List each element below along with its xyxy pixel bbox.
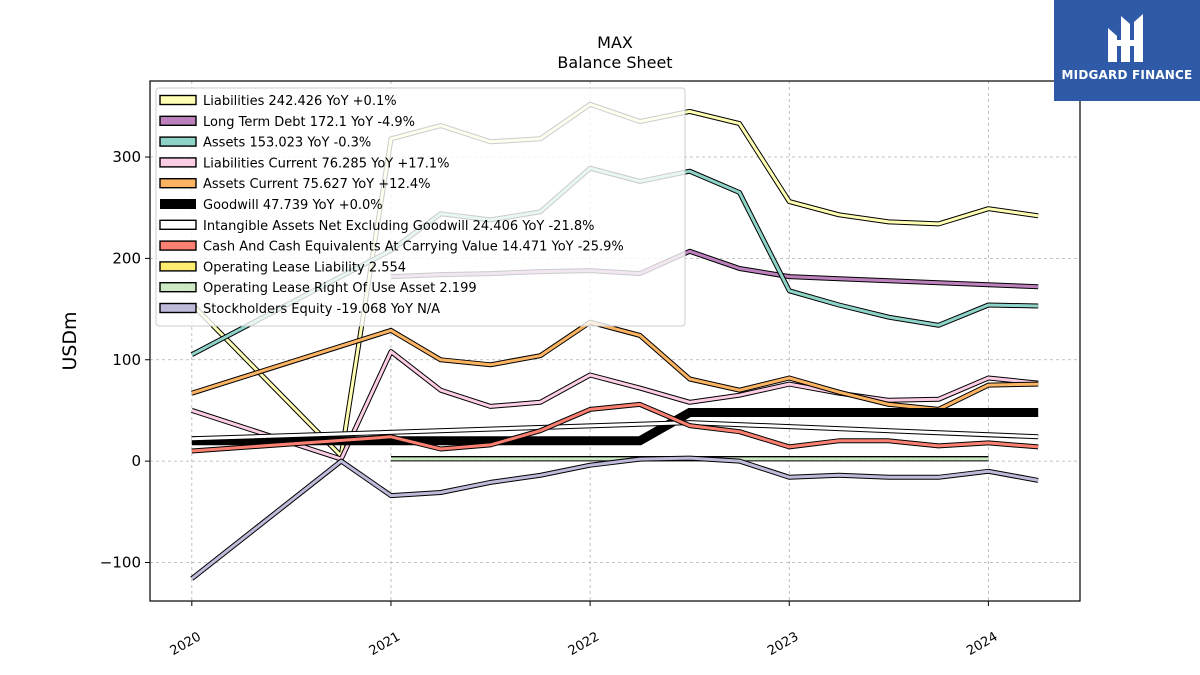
x-tick-label: 2022 <box>566 629 602 659</box>
y-tick-label: 200 <box>112 249 141 267</box>
legend-swatch <box>159 302 197 314</box>
legend-label: Long Term Debt 172.1 YoY -4.9% <box>203 115 415 130</box>
series-line-7 <box>191 402 1039 453</box>
legend-swatch <box>159 157 197 168</box>
legend-box <box>155 87 686 327</box>
series-line-6 <box>191 421 1039 441</box>
y-axis-label: USDm <box>59 311 81 370</box>
midgard-logo: MIDGARD FINANCE <box>1054 0 1200 101</box>
legend-label: Liabilities 242.426 YoY +0.1% <box>203 94 397 109</box>
legend-label: Assets Current 75.627 YoY +12.4% <box>203 177 430 192</box>
legend-label: Assets 153.023 YoY -0.3% <box>203 136 371 151</box>
x-tick-label: 2024 <box>964 629 1000 659</box>
series-outline-4 <box>191 319 1039 412</box>
legend-label: Goodwill 47.739 YoY +0.0% <box>203 198 383 213</box>
y-tick-label: 0 <box>131 452 141 470</box>
logo-text: MIDGARD FINANCE <box>1061 68 1193 82</box>
legend: Liabilities 242.426 YoY +0.1% Long Term D… <box>155 87 686 327</box>
legend-swatch <box>159 94 197 106</box>
series-line-5 <box>191 408 1039 446</box>
x-axis: 2020 2021 2022 2023 2024 <box>168 601 1000 659</box>
series-line-10 <box>190 456 1039 580</box>
legend-swatch <box>159 136 197 147</box>
chart-subtitle: Balance Sheet <box>557 53 672 72</box>
x-tick-label: 2020 <box>168 629 204 659</box>
midgard-logo-icon <box>1108 14 1143 62</box>
legend-swatch <box>160 199 196 209</box>
legend-swatch <box>159 261 197 272</box>
legend-swatch <box>159 240 197 251</box>
x-tick-label: 2021 <box>367 629 403 659</box>
chart-title: MAX <box>597 33 633 52</box>
legend-label: Liabilities Current 76.285 YoY +17.1% <box>203 156 450 171</box>
legend-label: Operating Lease Liability 2.554 <box>203 260 406 275</box>
legend-swatch <box>159 115 197 127</box>
y-tick-label: 300 <box>112 148 141 166</box>
series-line-4 <box>191 320 1039 411</box>
legend-label: Operating Lease Right Of Use Asset 2.199 <box>203 281 477 296</box>
series-line-3 <box>191 350 1039 461</box>
plot-frame <box>149 80 1081 602</box>
legend-swatch <box>159 177 197 189</box>
legend-swatch <box>159 282 197 293</box>
legend-label: Intangible Assets Net Excluding Goodwill… <box>203 219 594 234</box>
y-tick-label: 100 <box>112 351 141 369</box>
legend-label: Stockholders Equity -19.068 YoY N/A <box>203 302 440 317</box>
y-axis: −100 0 100 200 300 <box>100 148 150 571</box>
legend-swatch <box>159 219 197 231</box>
legend-label: Cash And Cash Equivalents At Carrying Va… <box>203 240 624 255</box>
y-tick-label: −100 <box>100 553 141 571</box>
x-tick-label: 2023 <box>765 629 801 659</box>
